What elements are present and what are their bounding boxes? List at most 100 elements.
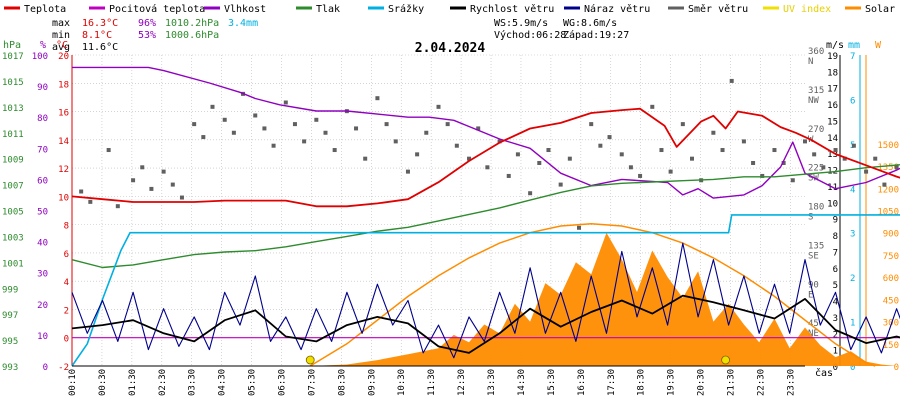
temperature-tick-label: 18 <box>58 80 69 90</box>
wind-dir-tick-label: SW <box>808 174 819 184</box>
wind-dir-point <box>302 139 307 144</box>
wind-dir-point <box>271 143 276 148</box>
wind-dir-point <box>436 104 441 109</box>
wind-dir-tick-label: N <box>808 57 813 67</box>
humidity-tick-label: 0 <box>43 363 48 373</box>
rain-tick-label: 4 <box>850 185 855 195</box>
wind-speed-tick-label: 6 <box>833 265 838 275</box>
wind-speed-tick-label: 8 <box>833 232 838 242</box>
wind-dir-point <box>323 130 328 135</box>
wind-dir-point <box>161 169 166 174</box>
wind-dir-point <box>106 148 111 153</box>
unit-mm: mm <box>848 40 860 51</box>
wind-dir-point <box>894 165 899 170</box>
humidity-tick-label: 50 <box>37 208 48 218</box>
pressure-tick-label: 993 <box>2 363 18 373</box>
x-tick-label: 13:30 <box>487 369 497 396</box>
stat-max-rain: 3.4mm <box>228 18 258 29</box>
wind-dir-point <box>760 173 765 178</box>
solar-tick-label: 1050 <box>877 208 899 218</box>
wind-dir-point <box>619 152 624 157</box>
wind-dir-point <box>659 148 664 153</box>
wind-dir-point <box>210 104 215 109</box>
pressure-tick-label: 995 <box>2 337 18 347</box>
stat-max-label: max <box>52 18 70 29</box>
wind-dir-point <box>201 135 206 140</box>
wind-dir-point <box>537 160 542 165</box>
humidity-tick-label: 80 <box>37 114 48 124</box>
uv-marker <box>721 355 730 365</box>
wind-speed-tick-label: 3 <box>833 314 838 324</box>
wind-dir-tick-label: 360 <box>808 47 824 57</box>
x-tick-label: 03:30 <box>188 369 198 396</box>
pressure-tick-label: 999 <box>2 285 18 295</box>
wind-ws: WS:5.9m/s <box>494 18 548 29</box>
wind-dir-point <box>882 182 887 187</box>
wind-dir-point <box>170 182 175 187</box>
solar-tick-label: 1500 <box>877 141 899 151</box>
rain-line <box>71 214 900 367</box>
wind-dir-point <box>729 78 734 83</box>
wind-dir-point <box>607 135 612 140</box>
wind-dir-point <box>140 165 145 170</box>
wind-dir-point <box>751 160 756 165</box>
pressure-tick-label: 1005 <box>2 208 24 218</box>
pressure-tick-label: 1013 <box>2 104 24 114</box>
x-tick-label: 22:30 <box>756 369 766 396</box>
x-tick-label: 15:30 <box>547 369 557 396</box>
legend-label-smer: Směr větru <box>688 3 748 15</box>
solar-tick-label: 1200 <box>877 185 899 195</box>
wind-speed-line <box>71 294 900 354</box>
wind-speed-tick-label: 1 <box>833 347 838 357</box>
wind-dir-point <box>393 139 398 144</box>
temperature-tick-label: 14 <box>58 137 69 147</box>
x-tick-label: 02:30 <box>158 369 168 396</box>
pressure-tick-label: 997 <box>2 311 18 321</box>
stat-avg-temp: 11.6°C <box>82 42 118 53</box>
x-tick-label: 19:30 <box>667 369 677 396</box>
pressure-tick-label: 1007 <box>2 182 24 192</box>
wind-dir-point <box>650 104 655 109</box>
wind-dir-point <box>589 122 594 127</box>
wind-dir-point <box>332 148 337 153</box>
solar-tick-label: 300 <box>883 319 899 329</box>
legend-label-solar: Solar <box>865 4 895 15</box>
wind-dir-point <box>405 169 410 174</box>
wind-dir-point <box>79 189 84 194</box>
pressure-tick-label: 1003 <box>2 233 24 243</box>
x-tick-label: 16:30 <box>577 369 587 396</box>
wind-dir-tick-label: S <box>808 213 813 223</box>
wind-dir-point <box>283 100 288 105</box>
x-tick-label: 10:30 <box>397 369 407 396</box>
legend-label-srazky: Srážky <box>388 3 424 15</box>
wind-dir-point <box>115 204 120 209</box>
stat-min-temp: 8.1°C <box>82 30 112 41</box>
wind-dir-point <box>222 117 227 122</box>
solar-tick-label: 600 <box>883 274 899 284</box>
wind-dir-point <box>415 152 420 157</box>
wind-dir-point <box>192 122 197 127</box>
humidity-tick-label: 10 <box>37 332 48 342</box>
wind-dir-point <box>668 169 673 174</box>
wind-dir-tick-label: 225 <box>808 164 824 174</box>
solar-area <box>310 232 897 366</box>
stat-avg-label: avg <box>52 42 70 53</box>
wind-dir-point <box>711 130 716 135</box>
x-tick-label: 09:30 <box>367 369 377 396</box>
solar-tick-label: 150 <box>883 341 899 351</box>
legend-label-tlak: Tlak <box>316 4 340 15</box>
gust-line <box>71 242 900 359</box>
solar-clear-sky-curve <box>309 223 876 367</box>
pressure-line <box>71 163 900 269</box>
wind-dir-point <box>485 165 490 170</box>
solar-tick-label: 900 <box>883 230 899 240</box>
wind-dir-point <box>506 173 511 178</box>
wind-dir-point <box>528 191 533 196</box>
x-tick-label: 00:10 <box>68 369 78 396</box>
wind-dir-point <box>497 139 502 144</box>
solar-tick-label: 0 <box>894 363 899 373</box>
wind-speed-tick-label: 16 <box>827 101 838 111</box>
x-tick-label: 05:30 <box>248 369 258 396</box>
